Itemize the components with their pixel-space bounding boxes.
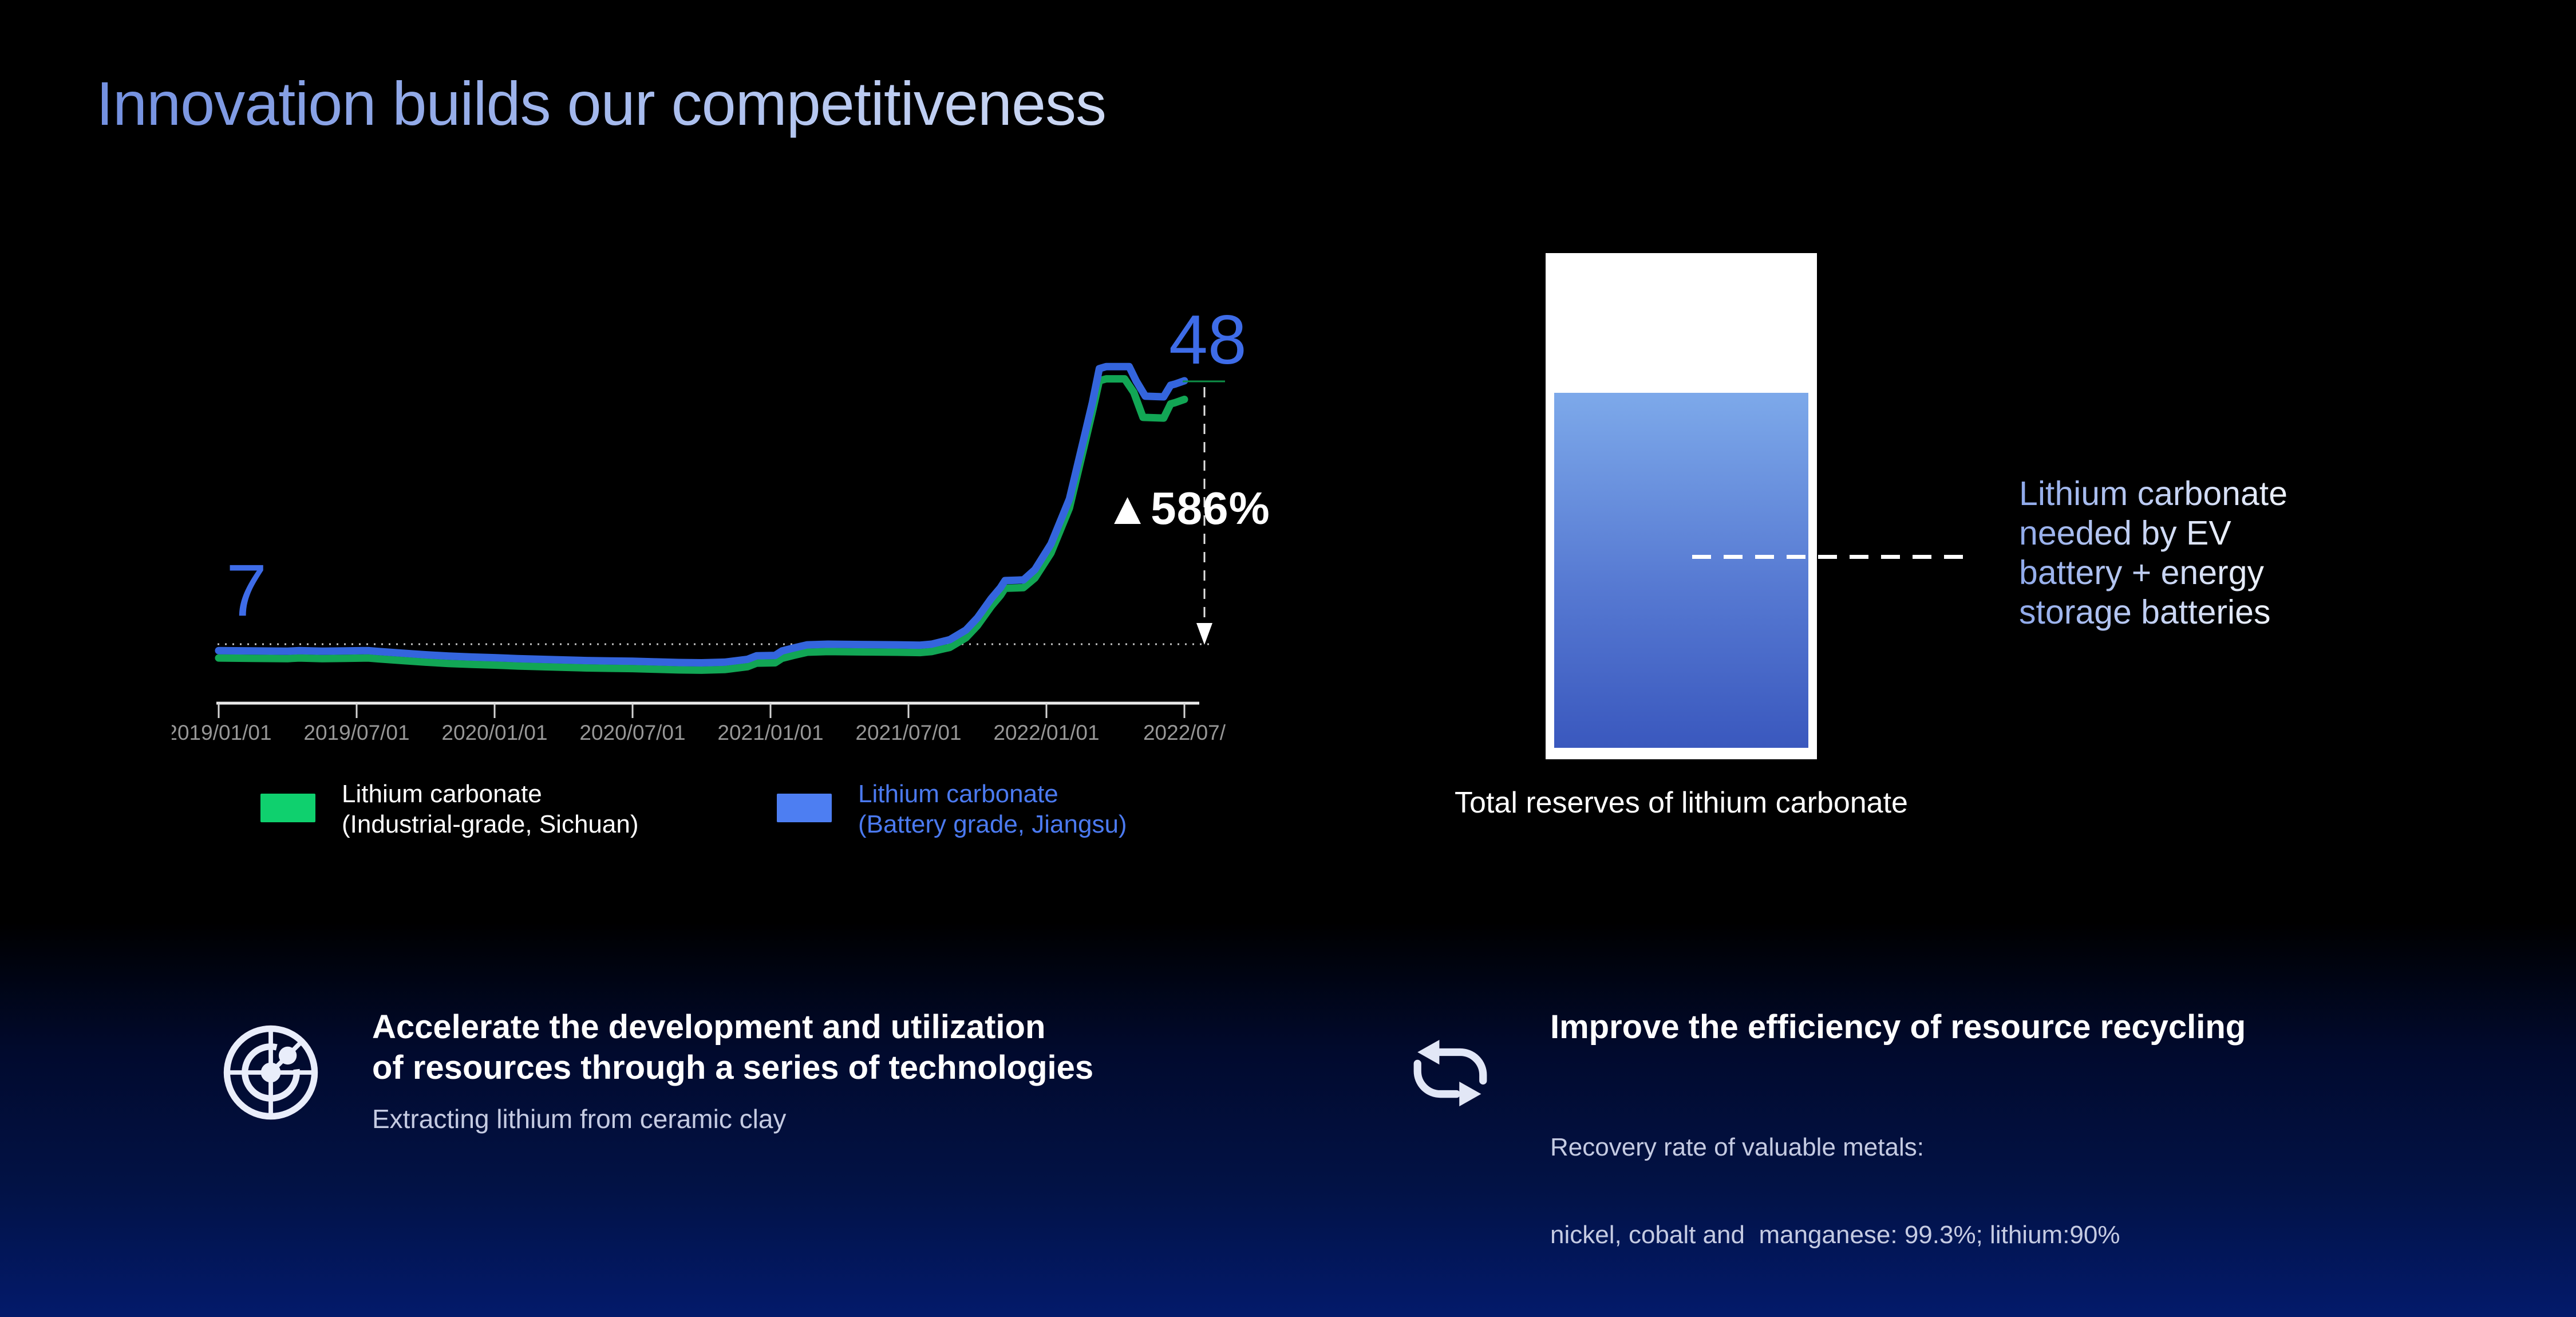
- feature-subtext-technology: Extracting lithium from ceramic clay: [372, 1104, 787, 1134]
- legend-label-line: Lithium carbonate: [858, 780, 1058, 808]
- feature-heading-recycling: Improve the efficiency of resource recyc…: [1550, 1007, 2246, 1047]
- feature-subtext-line: nickel, cobalt and manganese: 99.3%; lit…: [1550, 1221, 2120, 1249]
- svg-text:2019/07/01: 2019/07/01: [303, 721, 409, 744]
- reservoir-note-line: needed by EV: [2019, 514, 2231, 552]
- legend-item-industrial-grade: Lithium carbonate (Industrial-grade, Sic…: [260, 779, 638, 839]
- feature-heading-line: Improve the efficiency of resource recyc…: [1550, 1008, 2246, 1046]
- svg-text:2022/01/01: 2022/01/01: [993, 721, 1099, 744]
- feature-heading-line: of resources through a series of technol…: [372, 1049, 1094, 1086]
- svg-text:2022/07/: 2022/07/: [1143, 721, 1226, 744]
- chart-end-value-label: 48: [1169, 301, 1247, 378]
- reservoir-note-line: storage batteries: [2019, 593, 2271, 631]
- reservoir-note: Lithium carbonate needed by EV battery +…: [2019, 474, 2287, 632]
- reservoir-note-line: battery + energy: [2019, 554, 2265, 592]
- reservoir-pointer-dashed-line: [1692, 555, 1973, 559]
- feature-subtext-line: Recovery rate of valuable metals:: [1550, 1133, 1924, 1161]
- reservoir-caption: Total reserves of lithium carbonate: [1455, 786, 1908, 819]
- svg-text:2019/01/01: 2019/01/01: [172, 721, 272, 744]
- slide-title: Innovation builds our competitiveness: [96, 69, 1107, 138]
- reservoir-note-line: Lithium carbonate: [2019, 475, 2288, 512]
- feature-subtext-recycling: Recovery rate of valuable metals: nickel…: [1550, 1074, 2120, 1308]
- chart-start-value-label: 7: [226, 550, 267, 632]
- reservoir-container: [1546, 253, 1817, 759]
- legend-item-battery-grade: Lithium carbonate (Battery grade, Jiangs…: [777, 779, 1127, 839]
- svg-text:2021/07/01: 2021/07/01: [855, 721, 961, 744]
- legend-label-line: (Industrial-grade, Sichuan): [342, 810, 639, 838]
- feature-heading-technology: Accelerate the development and utilizati…: [372, 1007, 1093, 1088]
- legend-label-line: (Battery grade, Jiangsu): [858, 810, 1127, 838]
- svg-text:2020/01/01: 2020/01/01: [441, 721, 547, 744]
- legend-swatch-blue: [777, 794, 832, 822]
- feature-heading-line: Accelerate the development and utilizati…: [372, 1008, 1046, 1046]
- reservoir-fill-level: [1554, 393, 1808, 748]
- svg-text:2020/07/01: 2020/07/01: [579, 721, 685, 744]
- legend-label-line: Lithium carbonate: [342, 780, 542, 808]
- radar-icon: [223, 1025, 318, 1120]
- recycle-icon: [1413, 1039, 1487, 1107]
- svg-text:2021/01/01: 2021/01/01: [717, 721, 823, 744]
- lithium-price-line-chart: 2019/01/01 2019/07/01 2020/01/01 2020/07/01…: [172, 362, 1226, 744]
- chart-change-annotation: ▲586%: [1105, 483, 1270, 534]
- legend-swatch-green: [260, 794, 315, 822]
